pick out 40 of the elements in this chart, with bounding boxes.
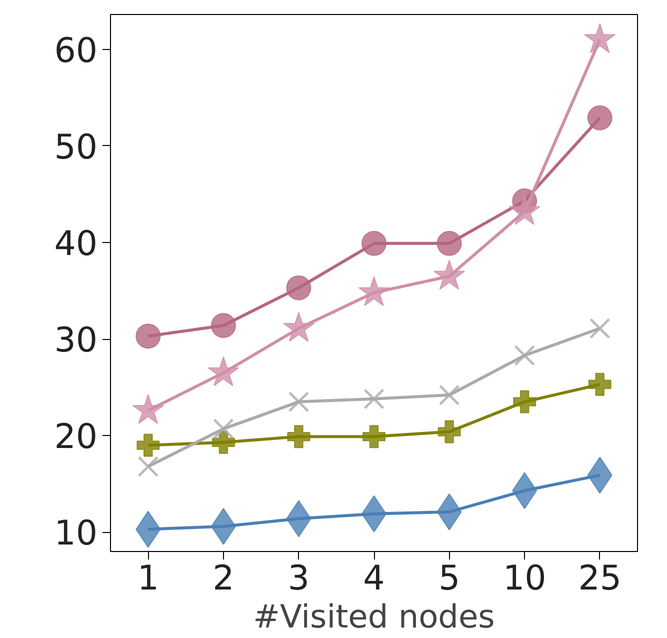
point — [210, 313, 236, 338]
y-tick-label: 50 — [54, 127, 98, 168]
point — [286, 275, 312, 300]
y-tick-label: 40 — [54, 224, 98, 264]
y-tick-label: 10 — [54, 514, 98, 554]
point — [287, 425, 310, 448]
point — [136, 324, 161, 349]
point — [212, 418, 234, 440]
x-tick-label: 10 — [502, 558, 546, 598]
point — [208, 356, 240, 386]
point — [514, 344, 536, 366]
point — [588, 372, 612, 396]
point — [438, 384, 460, 406]
x-tick-label: 4 — [363, 558, 385, 598]
point — [436, 230, 462, 256]
point — [212, 430, 235, 454]
point — [438, 420, 461, 444]
point — [587, 105, 612, 130]
point — [513, 390, 536, 414]
y-tick-label: 60 — [54, 30, 98, 71]
point — [138, 456, 159, 477]
point — [362, 230, 386, 256]
point — [282, 312, 314, 342]
point — [136, 434, 160, 457]
point — [358, 276, 390, 306]
point — [288, 391, 310, 412]
y-tick-label: 30 — [54, 320, 98, 361]
point — [362, 425, 386, 448]
x-axis-title: #Visited nodes — [253, 598, 495, 636]
point — [584, 23, 616, 54]
point — [589, 318, 610, 339]
x-tick-label: 25 — [578, 558, 622, 598]
point — [364, 388, 384, 410]
point — [434, 260, 466, 290]
y-tick-label: 20 — [54, 417, 98, 458]
x-tick-label: 5 — [438, 558, 460, 598]
x-tick-label: 3 — [288, 558, 310, 598]
point — [508, 195, 540, 225]
x-tick-label: 1 — [137, 558, 159, 598]
x-tick-label: 2 — [212, 558, 234, 598]
